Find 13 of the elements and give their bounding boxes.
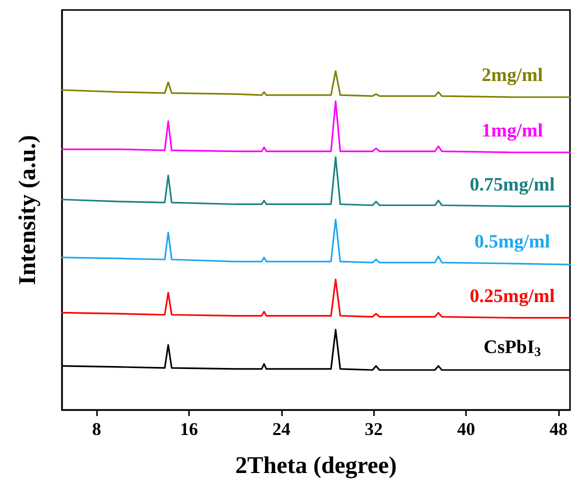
x-tick-label: 24 — [272, 419, 290, 439]
y-axis-title: Intensity (a.u.) — [15, 134, 41, 286]
series-label: 0.5mg/ml — [474, 232, 550, 253]
series-label: 2mg/ml — [482, 65, 543, 86]
x-tick-label: 32 — [364, 419, 383, 439]
x-axis-title: 2Theta (degree) — [235, 453, 397, 479]
x-tick-label: 48 — [549, 419, 568, 439]
x-tick-label: 40 — [457, 419, 476, 439]
x-tick-label: 16 — [180, 419, 198, 439]
series-label: 0.25mg/ml — [470, 286, 555, 307]
x-tick-label: 8 — [92, 419, 102, 439]
series-label: 1mg/ml — [482, 120, 543, 142]
series-label: 0.75mg/ml — [470, 174, 555, 196]
